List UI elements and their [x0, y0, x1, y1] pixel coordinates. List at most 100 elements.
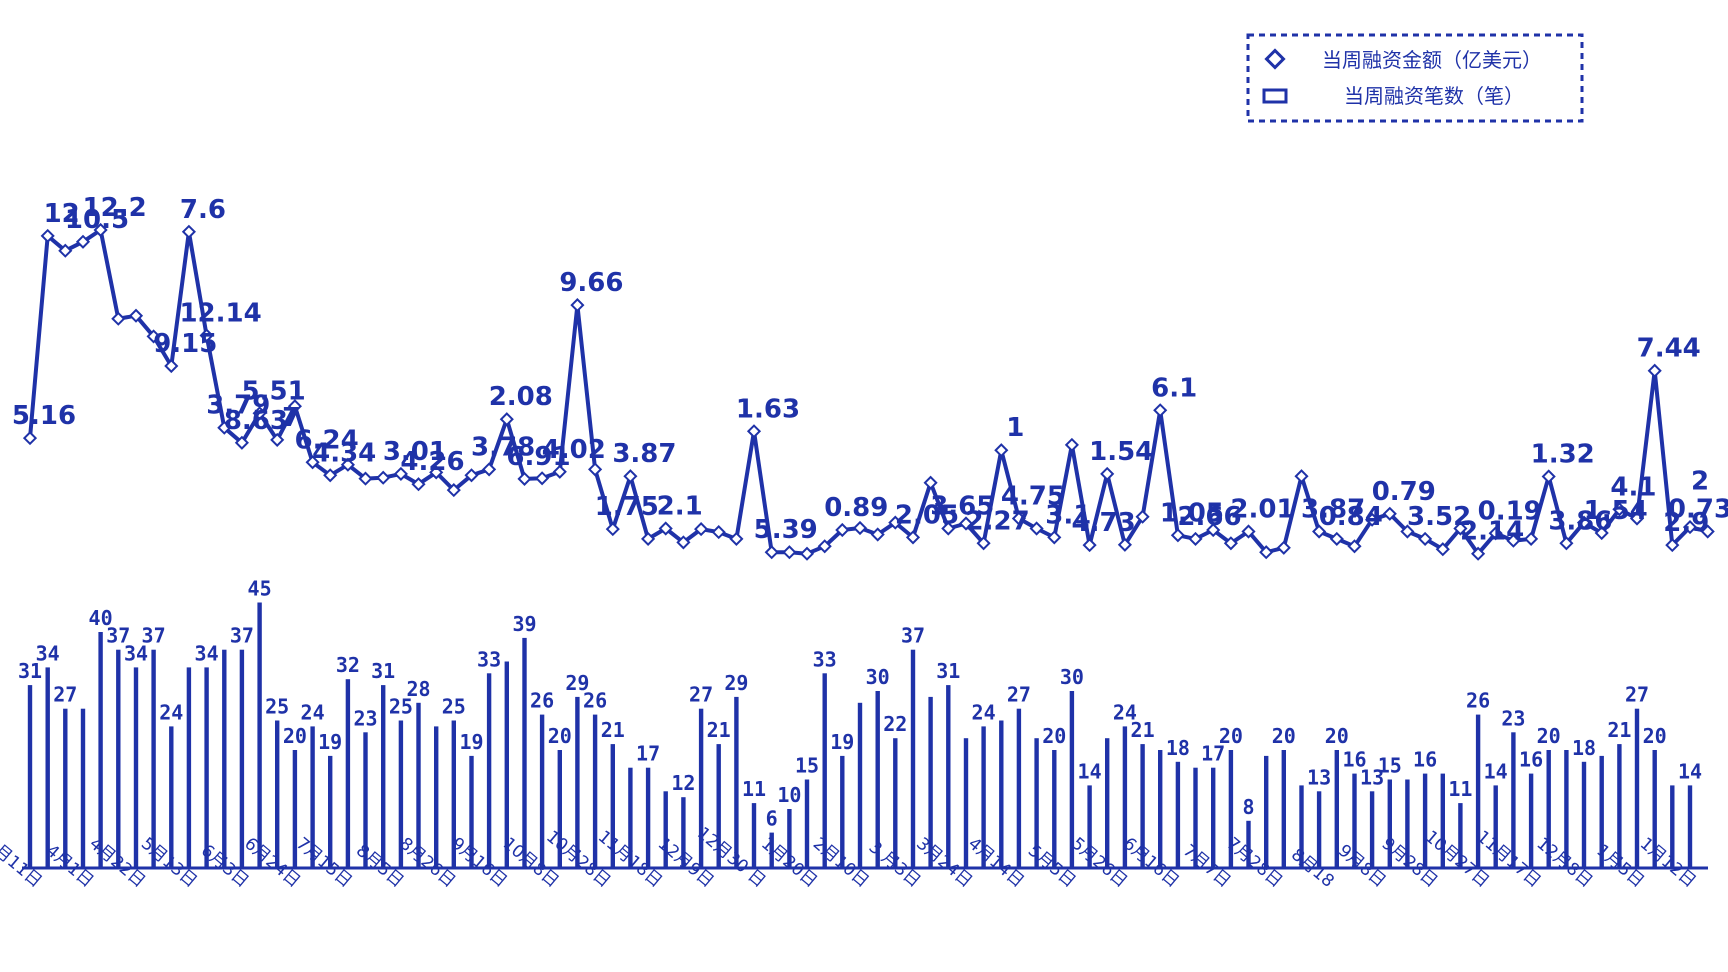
count-bar — [1511, 732, 1516, 868]
count-bar — [1105, 738, 1110, 868]
amount-point — [93, 222, 108, 238]
amount-point — [1418, 531, 1433, 546]
amount-point — [1629, 511, 1645, 526]
count-bar — [1564, 750, 1569, 868]
amount-point-label: 9.15 — [153, 329, 217, 359]
count-bar — [1281, 750, 1286, 868]
amount-point — [1453, 521, 1468, 536]
amount-point — [1594, 525, 1609, 541]
count-bar-label: 45 — [248, 577, 272, 601]
amount-point-label: 1.75 — [595, 492, 659, 522]
count-bar-label: 37 — [142, 624, 166, 648]
count-bar-label: 15 — [795, 754, 819, 778]
amount-point — [1329, 531, 1344, 546]
amount-point — [1135, 509, 1150, 524]
count-bar-label: 13 — [1360, 765, 1384, 789]
amount-point-label: 7.6 — [180, 195, 226, 225]
count-bar-label: 26 — [583, 689, 607, 713]
amount-point-label: 0.89 — [824, 493, 888, 523]
count-bar-label: 29 — [565, 671, 589, 695]
count-bar — [1034, 738, 1039, 868]
amount-point — [376, 470, 391, 485]
count-bar — [963, 738, 969, 868]
count-bar — [1599, 755, 1604, 868]
amount-point-label: 7.44 — [1637, 334, 1701, 364]
amount-point — [482, 462, 497, 477]
amount-point-label: 1.54 — [1584, 496, 1648, 526]
amount-point — [517, 471, 532, 486]
count-bar — [1069, 691, 1075, 868]
amount-point-label: 4.73 — [1072, 508, 1136, 538]
amount-point-label: 4.1 — [1610, 472, 1656, 502]
amount-point — [1559, 536, 1574, 551]
amount-point-label: 4.02 — [542, 435, 606, 465]
count-bar-label: 22 — [883, 712, 907, 736]
count-bar — [1299, 785, 1304, 868]
x-tick-label: 5月13日 — [137, 834, 201, 892]
count-bar — [1211, 767, 1216, 868]
count-bar-label: 30 — [866, 665, 890, 689]
amount-point-label: 6.24 — [295, 425, 359, 455]
amount-point-label: 2.05 — [895, 500, 959, 530]
count-bar — [1228, 750, 1234, 868]
amount-point — [905, 530, 921, 545]
count-bar — [645, 767, 651, 868]
count-bar-label: 26 — [1466, 689, 1490, 713]
count-bar-label: 14 — [1484, 759, 1508, 783]
amount-point — [676, 535, 691, 550]
amount-point — [694, 522, 709, 537]
amount-point — [658, 521, 673, 536]
count-bar — [1052, 750, 1057, 868]
amount-point — [75, 234, 91, 249]
amount-point — [1488, 526, 1503, 541]
amount-point — [641, 531, 656, 546]
count-bar-label: 27 — [689, 683, 713, 707]
count-bar-label: 17 — [1201, 742, 1225, 766]
legend-box — [1246, 33, 1584, 123]
count-bar-label: 16 — [1342, 748, 1366, 772]
amount-point — [323, 468, 338, 483]
line-series — [22, 222, 1715, 561]
count-bar — [328, 755, 333, 868]
count-bar-label: 20 — [1643, 724, 1667, 748]
amount-point — [22, 431, 38, 446]
count-bar-label: 24 — [972, 700, 996, 724]
amount-point-label: 8.63 — [224, 406, 288, 436]
count-bar — [1546, 750, 1551, 868]
count-bar-label: 39 — [512, 612, 536, 636]
amount-point-label: 1.32 — [1531, 440, 1595, 470]
count-bar-label: 37 — [230, 624, 254, 648]
amount-point — [976, 536, 991, 551]
amount-point — [40, 228, 55, 243]
amount-point-label: 12.14 — [179, 299, 261, 329]
count-bar-label: 21 — [601, 718, 625, 742]
count-bar — [398, 720, 404, 868]
count-bar — [663, 791, 668, 868]
count-bar — [522, 637, 527, 868]
count-bar-label: 20 — [1042, 724, 1066, 748]
amount-point-label: 3.01 — [383, 437, 447, 467]
count-bar — [1369, 791, 1375, 868]
amount-point — [1312, 524, 1327, 539]
count-bar-label: 34 — [195, 641, 219, 665]
count-bar — [1387, 779, 1392, 868]
count-bar-label: 21 — [1131, 718, 1155, 742]
amount-point — [1082, 538, 1097, 553]
amount-point-label: 3.86 — [1548, 506, 1612, 536]
count-bar-label: 25 — [442, 695, 466, 719]
amount-point — [1435, 542, 1450, 557]
amount-point — [411, 477, 426, 492]
amount-point — [446, 483, 461, 498]
count-bar-label: 16 — [1519, 748, 1543, 772]
count-bar-label: 19 — [318, 730, 342, 754]
amount-point-label: 2.1 — [657, 492, 703, 522]
count-bar — [27, 685, 33, 868]
amount-point-label: 12.2 — [83, 193, 147, 223]
count-bar — [539, 714, 545, 868]
count-bar-label: 34 — [124, 641, 148, 665]
count-bar — [946, 685, 951, 868]
amount-point-label: 2.27 — [966, 506, 1030, 536]
count-bar — [1016, 708, 1022, 868]
count-bar-label: 14 — [1678, 759, 1702, 783]
amount-point — [199, 328, 214, 343]
